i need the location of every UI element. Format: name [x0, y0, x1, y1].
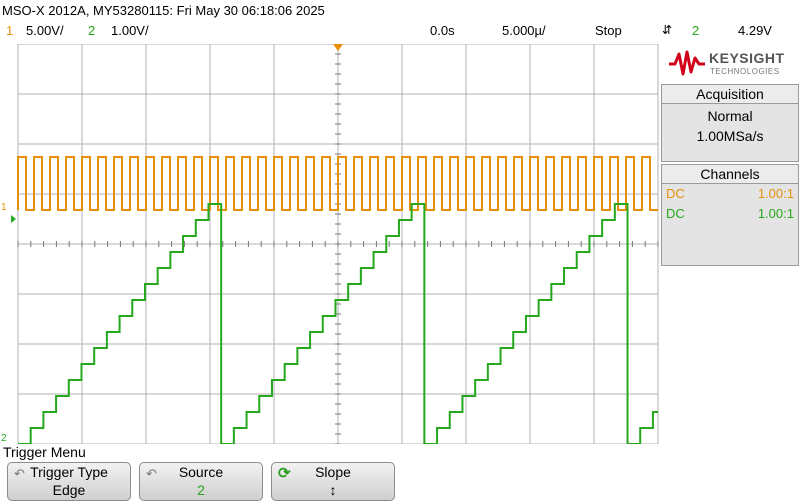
trigger-source[interactable]: 2	[692, 23, 700, 38]
ch1-ground-marker[interactable]: 1	[1, 202, 7, 213]
slope-value: ↕	[329, 482, 337, 498]
waveform-display[interactable]: 1 2	[0, 44, 660, 444]
trigger-level[interactable]: 4.29V	[738, 23, 772, 38]
rotate-knob-icon: ↶	[14, 466, 25, 481]
ch2-number[interactable]: 2	[88, 23, 96, 38]
ch2-waveform	[18, 203, 658, 444]
channels-panel[interactable]: Channels DC 1.00:1 DC 1.00:1	[661, 164, 799, 266]
menu-title: Trigger Menu	[3, 444, 86, 460]
channel-1-probe: 1.00:1	[757, 186, 794, 201]
brand-subtitle: TECHNOLOGIES	[710, 67, 780, 76]
ch2-scale[interactable]: 1.00V/	[111, 23, 149, 38]
channel-2-probe: 1.00:1	[757, 206, 794, 221]
channel-2-coupling: DC	[666, 206, 685, 221]
trigger-type-value: Edge	[52, 482, 86, 498]
ch2-ground-marker[interactable]: 2	[1, 433, 7, 444]
brand-logo: KEYSIGHT TECHNOLOGIES	[661, 44, 799, 82]
ch1-waveform	[17, 156, 658, 211]
ch1-scale[interactable]: 5.00V/	[26, 23, 64, 38]
source-softkey[interactable]: ↶ Source 2	[139, 462, 263, 501]
trigger-slope-icon: ⇵	[662, 23, 673, 37]
channel-1-coupling: DC	[666, 186, 685, 201]
cycle-icon: ⟳	[278, 465, 291, 482]
channel-2-row[interactable]: DC 1.00:1	[662, 204, 798, 224]
source-value: 2	[197, 482, 205, 498]
slope-label: Slope	[315, 464, 351, 480]
channel-1-row[interactable]: DC 1.00:1	[662, 184, 798, 204]
instrument-title: MSO-X 2012A, MY53280115: Fri May 30 06:1…	[2, 3, 325, 18]
keysight-wave-icon	[669, 50, 705, 76]
channels-title: Channels	[662, 165, 798, 184]
run-state[interactable]: Stop	[595, 23, 622, 38]
source-label: Source	[178, 464, 224, 480]
trigger-position-marker[interactable]	[333, 44, 343, 51]
trigger-type-label: Trigger Type	[30, 464, 108, 480]
ch1-number[interactable]: 1	[6, 23, 14, 38]
acquisition-mode: Normal	[707, 108, 753, 124]
acquisition-panel[interactable]: Acquisition Normal 1.00MSa/s	[661, 84, 799, 162]
rotate-knob-icon: ↶	[146, 466, 157, 481]
horizontal-delay[interactable]: 0.0s	[430, 23, 455, 38]
trigger-level-marker[interactable]	[11, 215, 16, 223]
acquisition-title: Acquisition	[662, 85, 798, 104]
sample-rate: 1.00MSa/s	[696, 128, 764, 144]
brand-name: KEYSIGHT	[709, 50, 785, 66]
slope-softkey[interactable]: ⟳ Slope ↕	[271, 462, 395, 501]
timebase-scale[interactable]: 5.000µ/	[502, 23, 546, 38]
trigger-type-softkey[interactable]: ↶ Trigger Type Edge	[7, 462, 131, 501]
